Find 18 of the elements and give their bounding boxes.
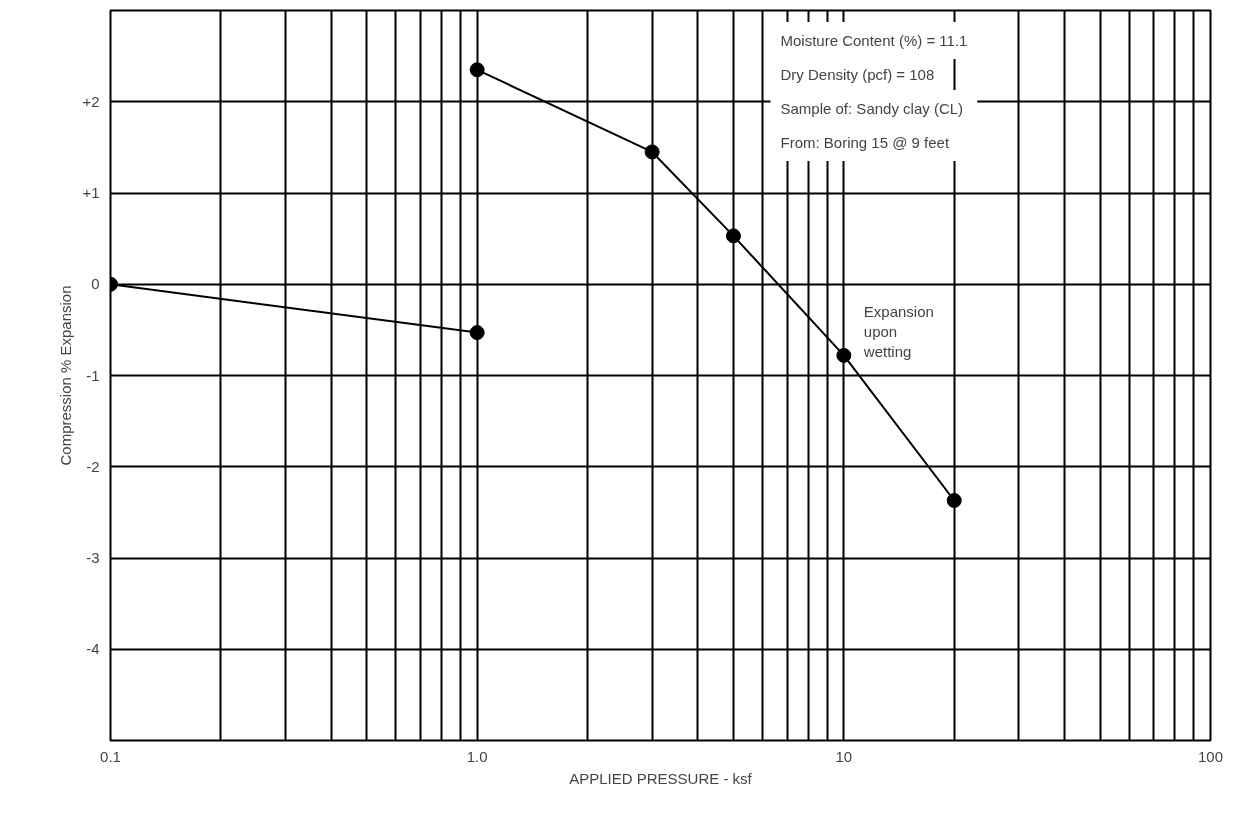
y-tick-label: -3: [86, 549, 100, 566]
x-tick-label: 0.1: [100, 747, 121, 765]
x-tick-label: 1.0: [466, 747, 488, 765]
annotation: From: Boring 15 @ 9 feet: [780, 134, 950, 151]
x-axis-title: APPLIED PRESSURE - ksf: [569, 769, 753, 787]
y-tick-label: -2: [86, 457, 100, 475]
y-tick-label: +1: [82, 184, 100, 201]
y-axis-title: Compression % Expansion: [57, 285, 75, 466]
annotation: Dry Density (pcf) = 108: [780, 66, 935, 83]
x-tick-label: 10: [835, 747, 853, 765]
annotation: Moisture Content (%) = 11.1: [780, 32, 968, 49]
annotation: Expansion upon wetting: [862, 302, 934, 361]
y-tick-label: -4: [86, 640, 100, 658]
y-tick-label: 0: [91, 275, 100, 293]
annotation: Sample of: Sandy clay (CL): [780, 100, 964, 117]
y-tick-label: +2: [82, 92, 100, 110]
y-tick-label: -1: [86, 366, 100, 384]
x-tick-label: 100: [1197, 747, 1224, 765]
